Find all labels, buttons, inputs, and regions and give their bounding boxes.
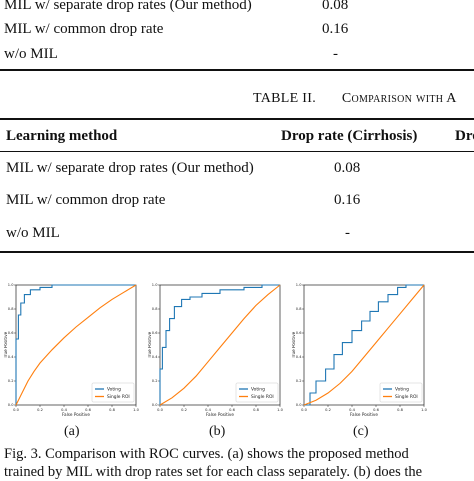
x-tick-label: 0.8 [397,408,403,412]
y-tick-label: 0.4 [296,355,302,359]
x-tick-label: 0.8 [253,408,259,412]
x-tick-label: 0.6 [373,408,379,412]
roc-line-single-roi [303,284,425,406]
roc-line-voting [304,284,424,406]
table2-row-method: MIL w/ common drop rate [6,192,166,208]
y-tick-label: 0.4 [152,355,158,359]
x-tick-label: 1.0 [277,408,283,412]
legend-box [91,382,135,403]
table1-row-value: - [333,46,338,62]
table2-row-value: 0.16 [334,192,361,208]
y-tick-label: 0.0 [296,403,302,407]
x-tick-label: 0.6 [85,408,91,412]
table2-header-rule [0,151,474,153]
y-tick-label: 0.0 [8,403,14,407]
table1-row-method: MIL w/ common drop rate [4,21,164,37]
y-tick-label: 1.0 [296,283,302,287]
y-axis-label: True Positive [4,331,8,359]
y-axis-label: True Positive [148,331,152,359]
y-tick-label: 0.8 [8,307,14,311]
legend-label: Single ROI [107,394,130,400]
panel-label-a: (a) [64,424,80,439]
table1-row-method: MIL w/ separate drop rates (Our method) [4,0,252,13]
table2-header-cirrhosis: Drop rate (Cirrhosis) [281,128,418,144]
table2-title: Comparison with A [341,91,457,106]
y-tick-label: 0.4 [8,355,14,359]
legend-box [379,382,423,403]
figure-caption-line1: Fig. 3. Comparison with ROC curves. (a) … [4,446,409,462]
table2-number: TABLE II. [253,91,317,106]
y-tick-label: 0.0 [152,403,158,407]
y-tick-label: 0.8 [152,307,158,311]
y-axis-label: True Positive [292,331,296,359]
roc-line-single-roi [15,284,137,406]
legend-box [235,382,279,403]
y-tick-label: 0.2 [296,379,302,383]
table2-caption: TABLE II. Comparison with A [253,91,457,107]
x-tick-label: 0.2 [37,408,43,412]
roc-line-single-roi [159,284,281,406]
roc-chart-b: 0.00.0 0.2 0.2 0.4 0.4 0.6 0.6 0.8 0.8 1.0 1.0 Fals… [148,283,284,417]
legend-label: Single ROI [251,394,274,400]
figure-caption-line2: trained by MIL with drop rates set for e… [4,464,423,480]
panel-label-b: (b) [209,424,226,439]
x-tick-label: 0.4 [205,408,211,412]
table2-row-method: w/o MIL [6,225,60,241]
legend-label: Voting [395,387,409,393]
roc-line-voting [159,284,280,405]
table2-header-cutoff: Dro [455,128,474,144]
x-tick-label: 1.0 [421,408,427,412]
y-tick-label: 1.0 [152,283,158,287]
legend-label: Voting [251,387,265,393]
roc-line-voting [15,284,136,405]
x-tick-label: 0.4 [349,408,355,412]
table2-row-method: MIL w/ separate drop rates (Our method) [6,160,254,176]
y-tick-label: 0.6 [8,331,14,335]
x-tick-label: 0.0 [301,408,307,412]
table1-bottom-rule [0,69,474,71]
legend-label: Voting [107,387,121,393]
table2-top-rule [0,118,474,120]
y-tick-label: 0.6 [152,331,158,335]
x-axis-label: False Positive [350,412,378,417]
x-axis-label: False Positive [62,412,90,417]
roc-chart-a: 0.00.0 0.2 0.2 0.4 0.4 0.6 0.6 0.8 0.8 1.0 1.0 Fals… [4,283,140,417]
x-tick-label: 1.0 [133,408,139,412]
x-tick-label: 0.2 [325,408,331,412]
table2-row-value: 0.08 [334,160,361,176]
table1-row-value: 0.16 [322,21,349,37]
x-tick-label: 0.8 [109,408,115,412]
legend-label: Single ROI [395,394,418,400]
y-tick-label: 1.0 [8,283,14,287]
panel-label-c: (c) [353,424,369,439]
x-tick-label: 0.2 [181,408,187,412]
table1-row-method: w/o MIL [4,46,58,62]
table1-row-value: 0.08 [322,0,349,13]
x-tick-label: 0.6 [229,408,235,412]
table2-row-value: - [345,225,350,241]
roc-chart-c: 0.00.0 0.2 0.2 0.4 0.4 0.6 0.6 0.8 0.8 1.0 1.0 Fals… [292,283,428,417]
table2-header-method: Learning method [6,128,118,144]
y-tick-label: 0.2 [8,379,14,383]
y-tick-label: 0.8 [296,307,302,311]
y-tick-label: 0.6 [296,331,302,335]
y-tick-label: 0.2 [152,379,158,383]
table2-bottom-rule [0,251,474,253]
x-tick-label: 0.0 [157,408,163,412]
x-tick-label: 0.4 [61,408,67,412]
x-axis-label: False Positive [206,412,234,417]
x-tick-label: 0.0 [13,408,19,412]
